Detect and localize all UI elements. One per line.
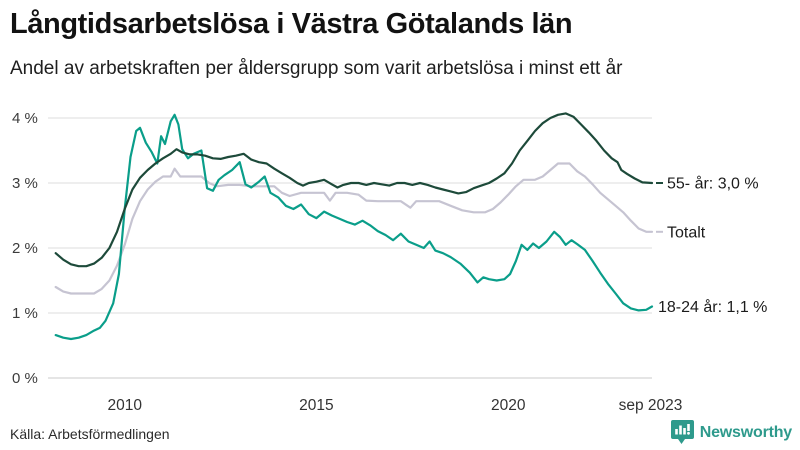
end-label-totalt: Totalt: [667, 224, 706, 241]
series-line-55: [54, 112, 654, 268]
end-label-18-24: 18-24 år: 1,1 %: [658, 298, 767, 316]
y-tick-label: 2 %: [12, 240, 38, 257]
series-line-totalt: [54, 162, 654, 295]
x-tick-label: sep 2023: [619, 397, 683, 414]
logo-bar-icon: [674, 429, 678, 435]
logo-bar-icon: [682, 428, 686, 435]
end-label-55: 55- år: 3,0 %: [667, 175, 759, 193]
newsworthy-logo-icon: [670, 420, 694, 444]
chart-title: Långtidsarbetslösa i Västra Götalands lä…: [10, 8, 573, 40]
newsworthy-logo-text: Newsworthy: [699, 423, 792, 441]
logo-exclamation-icon: [686, 424, 690, 431]
logo-bar-icon: [678, 425, 682, 435]
series-line-18-24: [54, 113, 654, 341]
chart-subtitle: Andel av arbetskraften per åldersgrupp s…: [10, 58, 623, 79]
source-note: Källa: Arbetsförmedlingen: [10, 426, 170, 442]
newsworthy-logo[interactable]: Newsworthy: [670, 420, 792, 445]
y-tick-label: 1 %: [12, 305, 38, 322]
y-tick-label: 3 %: [12, 175, 38, 192]
x-tick-label: 2010: [107, 397, 142, 414]
x-tick-label: 2015: [299, 397, 333, 414]
y-tick-label: 4 %: [12, 110, 38, 127]
logo-exclamation-dot-icon: [686, 431, 690, 435]
y-tick-label: 0 %: [12, 370, 38, 387]
x-tick-label: 2020: [491, 397, 526, 414]
